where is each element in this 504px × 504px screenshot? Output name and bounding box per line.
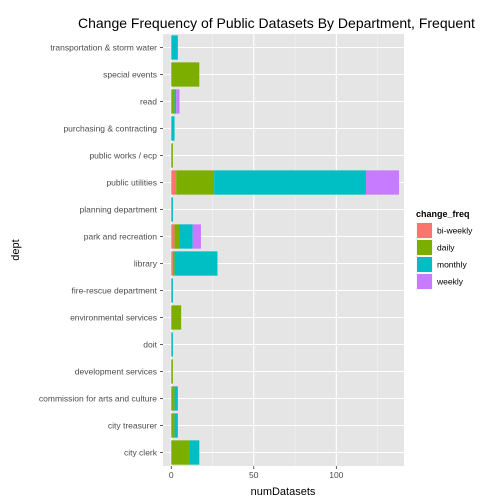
bar-daily (171, 413, 175, 438)
bar-monthly (171, 278, 173, 303)
legend-label: bi-weekly (437, 226, 473, 236)
bar-daily (171, 386, 175, 411)
chart-title: Change Frequency of Public Datasets By D… (78, 15, 475, 31)
legend-title: change_freq (416, 209, 470, 219)
y-tick-label: doit (143, 340, 157, 350)
legend-label: weekly (436, 277, 464, 287)
bar-monthly (171, 332, 173, 357)
legend-label: daily (437, 243, 455, 253)
bar-monthly (174, 251, 218, 276)
bar-daily (171, 89, 175, 114)
y-tick-label: special events (103, 70, 157, 80)
bar-monthly (174, 89, 177, 114)
bar-weekly (366, 170, 400, 195)
legend-key-swatch (417, 257, 432, 272)
bar-monthly (174, 413, 178, 438)
x-tick-label: 0 (169, 470, 174, 480)
y-tick-label: read (140, 97, 157, 107)
bar-monthly (179, 224, 193, 249)
bar-daily (174, 224, 180, 249)
y-tick-label: library (134, 259, 158, 269)
y-tick-label: city clerk (124, 448, 158, 458)
y-tick-label: public utilities (106, 178, 157, 188)
bar-bi-weekly (171, 170, 177, 195)
bar-monthly (171, 35, 178, 60)
y-tick-label: park and recreation (84, 232, 158, 242)
bar-daily (171, 62, 200, 87)
y-tick-label: city treasurer (108, 421, 157, 431)
y-tick-label: purchasing & contracting (63, 124, 157, 134)
legend-key-swatch (417, 223, 432, 238)
bar-daily (172, 251, 175, 276)
bar-monthly (189, 440, 200, 465)
legend-key-swatch (417, 240, 432, 255)
y-tick-label: development services (75, 367, 157, 377)
y-tick-label: public works / ecp (89, 151, 157, 161)
bar-weekly (176, 89, 180, 114)
legend-key-swatch (417, 274, 432, 289)
bar-monthly (171, 197, 173, 222)
plot-panel (163, 34, 404, 466)
bar-monthly (214, 170, 367, 195)
bar-monthly (171, 116, 175, 141)
bar-bi-weekly (171, 251, 173, 276)
x-tick-label: 50 (249, 470, 259, 480)
y-tick-label: transportation & storm water (50, 43, 157, 53)
bar-daily (171, 359, 173, 384)
bar-daily (171, 143, 173, 168)
y-axis-title: dept (10, 239, 22, 260)
x-tick-label: 100 (329, 470, 343, 480)
bar-weekly (192, 224, 201, 249)
bar-daily (171, 305, 182, 330)
y-tick-label: environmental services (70, 313, 157, 323)
bar-bi-weekly (171, 224, 175, 249)
y-tick-label: commission for arts and culture (39, 394, 157, 404)
bar-daily (176, 170, 215, 195)
y-tick-label: planning department (79, 205, 157, 215)
bar-daily (171, 440, 190, 465)
bar-monthly (174, 386, 178, 411)
legend-label: monthly (437, 260, 468, 270)
y-tick-label: fire-rescue department (71, 286, 157, 296)
x-axis-title: numDatasets (251, 486, 316, 498)
legend: change_freq bi-weekly daily monthly weekly (415, 209, 473, 291)
